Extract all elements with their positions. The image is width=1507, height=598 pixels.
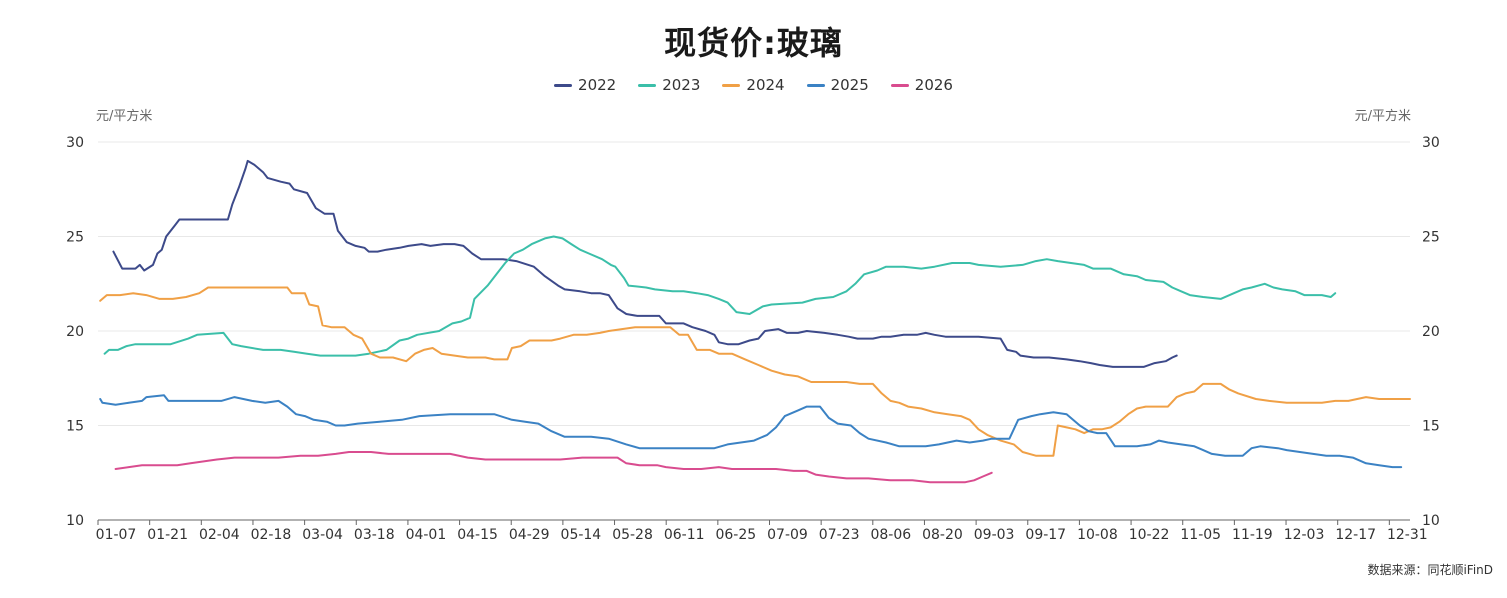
legend-label-2023: 2023 <box>662 76 701 94</box>
axis-layer: 10 10 15 15 20 20 25 25 30 30 01-07 01-21 02-04 02-18… <box>66 135 1440 543</box>
y-tick-label-left: 15 <box>66 419 84 435</box>
series-line-2022 <box>112 159 1178 368</box>
x-tick-label: 10-08 <box>1077 527 1118 543</box>
x-tick-label: 01-07 <box>96 527 137 543</box>
legend-item-2024[interactable]: 2024 <box>722 76 785 94</box>
legend-swatch-2026 <box>890 83 909 87</box>
legend-item-2025[interactable]: 2025 <box>806 76 869 94</box>
y-tick-label-right: 30 <box>1422 135 1440 151</box>
series-line-2025 <box>99 394 1403 469</box>
y-tick-label-right: 15 <box>1422 419 1440 435</box>
series-line-2023 <box>103 235 1337 357</box>
x-tick-label: 04-01 <box>406 527 447 543</box>
data-source: 数据来源：同花顺iFinD <box>1367 563 1493 577</box>
y-axis-unit-right: 元/平方米 <box>1354 109 1411 124</box>
legend-item-2026[interactable]: 2026 <box>890 76 953 94</box>
legend-label-2022: 2022 <box>578 76 617 94</box>
x-tick-label: 11-05 <box>1180 527 1221 543</box>
x-tick-label: 04-15 <box>457 527 498 543</box>
y-tick-label-left: 10 <box>66 513 84 529</box>
x-tick-label: 12-31 <box>1387 527 1428 543</box>
legend: 2022 2023 2024 2025 2026 <box>0 76 1507 94</box>
y-tick-label-right: 20 <box>1422 324 1440 340</box>
legend-item-2022[interactable]: 2022 <box>554 76 616 94</box>
x-tick-label: 04-29 <box>509 527 550 543</box>
series-layer <box>99 159 1411 484</box>
legend-label-2025: 2025 <box>830 76 869 94</box>
x-tick-label: 06-25 <box>715 527 756 543</box>
y-tick-label-right: 25 <box>1422 230 1440 246</box>
legend-swatch-2025 <box>806 83 825 87</box>
x-tick-label: 02-04 <box>199 527 240 543</box>
series-line-2026 <box>114 451 993 484</box>
grid-layer <box>98 141 1410 521</box>
legend-label-2026: 2026 <box>914 76 953 94</box>
x-tick-label: 06-11 <box>664 527 705 543</box>
x-tick-label: 07-23 <box>819 527 860 543</box>
x-tick-label: 03-04 <box>302 527 343 543</box>
x-tick-label: 09-17 <box>1025 527 1066 543</box>
y-tick-label-left: 30 <box>66 135 84 151</box>
x-tick-label: 01-21 <box>147 527 188 543</box>
legend-swatch-2023 <box>638 83 657 87</box>
legend-label-2024: 2024 <box>746 76 785 94</box>
series-line-2024 <box>99 286 1411 457</box>
y-tick-label-left: 20 <box>66 324 84 340</box>
chart-title: 现货价:玻璃 <box>664 24 843 62</box>
x-tick-label: 08-20 <box>922 527 963 543</box>
x-tick-label: 10-22 <box>1129 527 1170 543</box>
y-tick-label-right: 10 <box>1422 513 1440 529</box>
y-axis-unit-left: 元/平方米 <box>96 109 153 124</box>
x-tick-label: 09-03 <box>974 527 1015 543</box>
x-tick-label: 05-28 <box>612 527 653 543</box>
y-tick-label-left: 25 <box>66 230 84 246</box>
legend-swatch-2024 <box>722 83 741 87</box>
x-tick-label: 05-14 <box>561 527 602 543</box>
x-tick-label: 03-18 <box>354 527 395 543</box>
legend-item-2023[interactable]: 2023 <box>638 76 700 94</box>
x-tick-label: 11-19 <box>1232 527 1273 543</box>
x-tick-label: 02-18 <box>251 527 292 543</box>
x-tick-label: 08-06 <box>870 527 911 543</box>
x-tick-label: 07-09 <box>767 527 808 543</box>
legend-swatch-2022 <box>554 83 573 87</box>
x-tick-label: 12-17 <box>1335 527 1376 543</box>
x-tick-label: 12-03 <box>1284 527 1325 543</box>
